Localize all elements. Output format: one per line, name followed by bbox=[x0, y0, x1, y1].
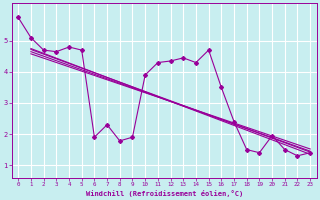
X-axis label: Windchill (Refroidissement éolien,°C): Windchill (Refroidissement éolien,°C) bbox=[85, 190, 243, 197]
